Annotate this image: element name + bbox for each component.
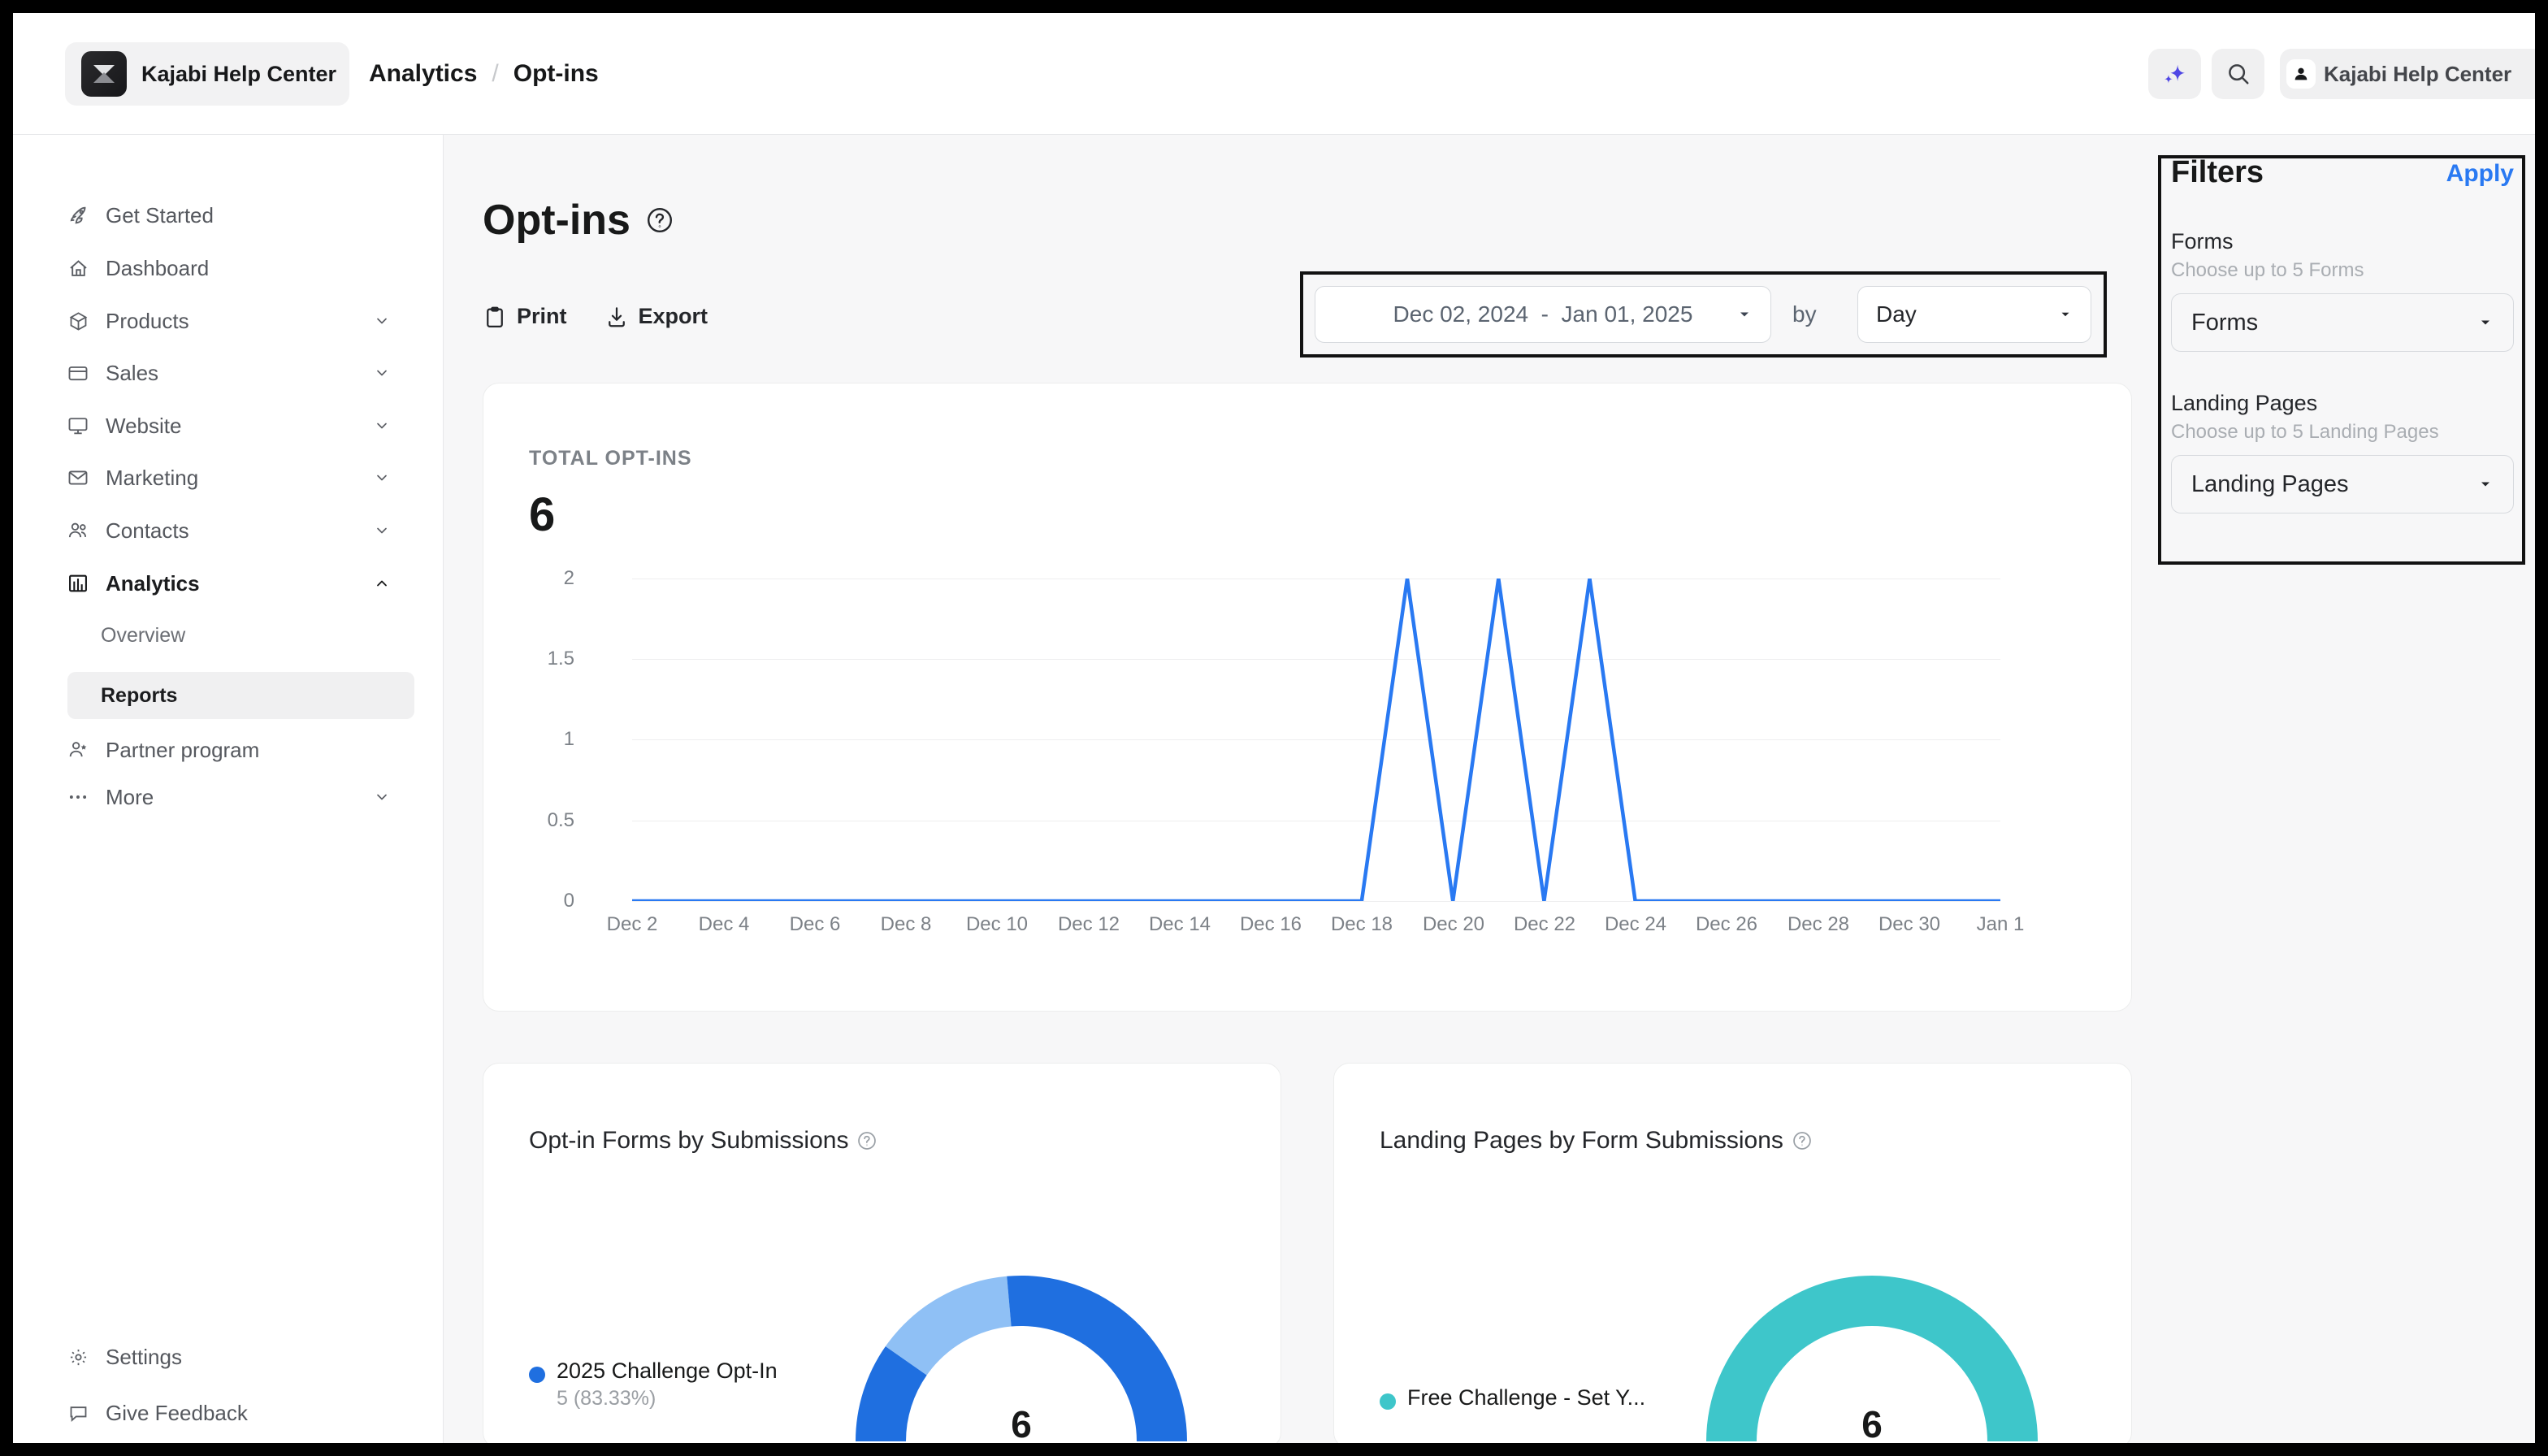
svg-text:6: 6	[1011, 1403, 1032, 1441]
svg-text:6: 6	[1861, 1403, 1883, 1441]
